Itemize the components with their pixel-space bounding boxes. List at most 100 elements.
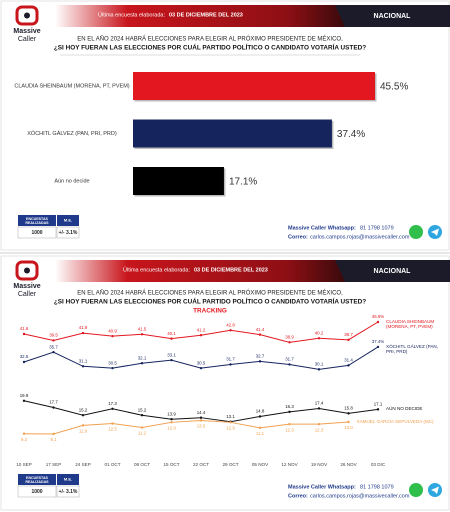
table-header xyxy=(18,474,56,485)
data-label: 17.7 xyxy=(49,400,58,405)
point xyxy=(199,334,203,337)
data-label: 38.9 xyxy=(285,334,294,339)
series-name-box: XÓCHITL GÁLVEZ (PAN, PRI, PRD) xyxy=(386,344,438,354)
data-label: 12.9 xyxy=(226,425,235,430)
panel-frame xyxy=(0,255,450,511)
brand: Caller xyxy=(18,36,37,43)
point xyxy=(22,432,26,435)
point xyxy=(376,345,380,349)
point xyxy=(111,422,114,425)
subtitle: TRACKING xyxy=(193,308,227,315)
data-label: 32.7 xyxy=(256,354,265,359)
point xyxy=(52,339,55,342)
whatsapp-number: 81 1798 1079 xyxy=(360,225,394,231)
data-label: 13.1 xyxy=(226,414,235,419)
whatsapp-label: Massive Caller Whatsapp: xyxy=(288,225,356,231)
whatsapp-label: Massive Caller Whatsapp: xyxy=(288,484,356,490)
data-label: 41.2 xyxy=(197,327,206,332)
footer: ENCUESTAS REALIZADAS M.E. 1000 +/- 3.1% … xyxy=(17,215,442,240)
point xyxy=(111,407,114,410)
panel-summary: Massive Caller Última encuesta elaborada… xyxy=(0,0,450,251)
point xyxy=(111,334,114,338)
scope: NACIONAL xyxy=(374,13,412,20)
data-label: 17.1 xyxy=(374,402,383,407)
margin-value: +/- 3.1% xyxy=(59,489,78,495)
footer: ENCUESTAS REALIZADAS M.E. 1000 +/- 3.1% … xyxy=(17,474,442,499)
table-cell xyxy=(17,226,57,239)
point xyxy=(347,420,350,424)
point xyxy=(347,364,350,367)
series-name-box: SAMUEL GARCÍA SEPÚLVEDA (MC) xyxy=(357,419,434,424)
survey-date: 03 DE DICIEMBRE DEL 2023 xyxy=(169,12,243,18)
whatsapp-icon[interactable] xyxy=(409,483,423,497)
email: carlos.campos.rojas@massivecaller.com xyxy=(310,234,410,240)
bar xyxy=(133,167,224,195)
data-label: 14.8 xyxy=(256,409,265,414)
table-cell xyxy=(17,485,57,498)
data-label: 30.5 xyxy=(197,360,206,365)
point xyxy=(199,416,203,419)
data-label: 32.1 xyxy=(138,355,147,360)
survey-date-label: Última encuesta elaborada: xyxy=(98,11,165,18)
data-label: 13.9 xyxy=(167,411,176,416)
x-tick-label: 15 OCT xyxy=(163,462,179,467)
x-tick-label: 29 OCT xyxy=(222,462,238,467)
point xyxy=(258,426,262,430)
logo-icon xyxy=(15,260,39,281)
whatsapp-icon[interactable] xyxy=(409,225,423,239)
data-label: 12.3 xyxy=(285,427,294,432)
point xyxy=(81,365,85,368)
x-tick-label: 24 SEP xyxy=(75,462,91,467)
x-tick-label: 08 OCT xyxy=(134,462,150,467)
point xyxy=(22,360,26,364)
point xyxy=(229,329,232,332)
question: ¿SI HOY FUERAN LAS ELECCIONES POR CUÁL P… xyxy=(54,297,366,306)
point xyxy=(81,414,85,417)
point xyxy=(376,408,380,411)
data-label: 41.6 xyxy=(20,326,29,331)
bar xyxy=(133,72,375,100)
logo: Massive Caller xyxy=(13,260,41,298)
x-tick-label: 01 OCT xyxy=(104,462,120,467)
series-name-box: AÚN NO DECIDE xyxy=(386,406,423,411)
question: ¿SI HOY FUERAN LAS ELECCIONES POR CUÁL P… xyxy=(54,43,366,52)
brand: Massive xyxy=(13,28,40,35)
point xyxy=(288,422,291,426)
data-label: 11.9 xyxy=(79,429,88,434)
table-cell xyxy=(56,226,80,239)
category-label: Aún no decide xyxy=(54,178,89,184)
data-label: 19.9 xyxy=(20,393,29,398)
x-tick-label: 22 OCT xyxy=(193,462,209,467)
brand: Caller xyxy=(18,291,37,298)
x-tick-label: 03 DIC xyxy=(371,462,386,467)
margin-value: +/- 3.1% xyxy=(59,230,78,236)
data-label: 9.2 xyxy=(21,437,28,442)
point xyxy=(52,406,55,409)
surveys-header: ENCUESTAS REALIZADAS xyxy=(25,475,49,484)
data-label: 41.4 xyxy=(256,327,265,332)
header-dark xyxy=(335,5,450,27)
margin-header: M.E. xyxy=(64,477,72,482)
point xyxy=(22,332,26,336)
surveys-value: 1000 xyxy=(31,230,42,236)
point xyxy=(317,337,321,340)
x-tick-label: 17 SEP xyxy=(46,462,62,467)
bar-chart: CLAUDIA SHEINBAUM (MORENA, PT, PVEM) 45.5… xyxy=(14,72,408,197)
data-label: 11.1 xyxy=(256,431,265,436)
logo-icon xyxy=(15,5,39,26)
value-label: 37.4% xyxy=(337,129,365,140)
logo-dot xyxy=(24,267,30,274)
header-band xyxy=(55,5,345,27)
category-label: CLAUDIA SHEINBAUM (MORENA, PT, PVEM) xyxy=(14,83,129,89)
data-label: 32.5 xyxy=(20,354,29,359)
point xyxy=(170,421,173,424)
series-name-box: CLAUDIA SHEINBAUM (MORENA, PT, PVEM) xyxy=(386,319,434,329)
point xyxy=(81,331,85,335)
line-chart: 10 SEP 17 SEP 24 SEP 01 OCT 08 OCT 15 OCT 22 O… xyxy=(16,314,438,467)
data-label: 33.1 xyxy=(167,352,176,357)
question: EN EL AÑO 2024 HABRÁ ELECCIONES PARA ELE… xyxy=(77,36,343,43)
x-tick-label: 19 NOV xyxy=(311,462,328,467)
data-label: 31.7 xyxy=(226,357,235,362)
point xyxy=(258,415,262,418)
